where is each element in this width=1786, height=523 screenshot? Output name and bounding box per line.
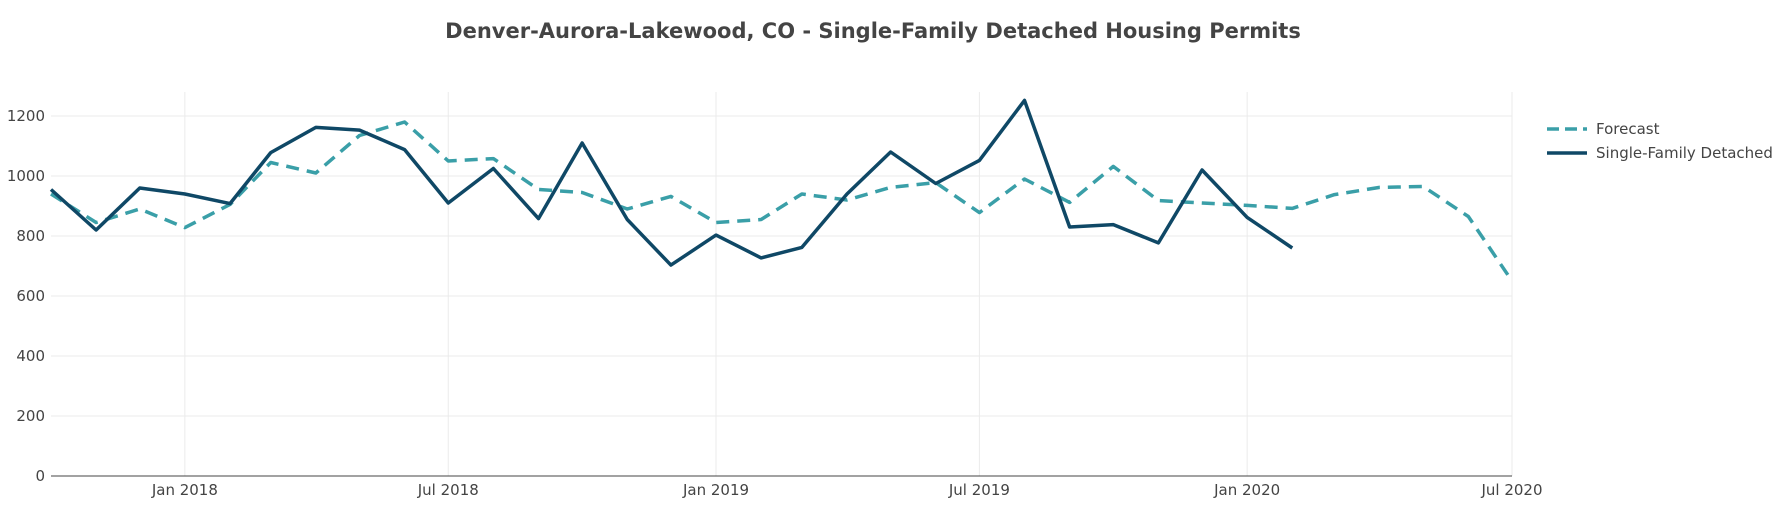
y-tick-label: 0 [35, 467, 45, 485]
series-line-single-family-detached[interactable] [49, 98, 1294, 267]
data-point[interactable] [537, 188, 540, 191]
data-point[interactable] [800, 193, 803, 196]
data-point[interactable] [889, 151, 892, 154]
series-layer [49, 98, 1514, 283]
data-point[interactable] [978, 159, 981, 162]
data-point[interactable] [537, 217, 540, 220]
data-point[interactable] [1291, 207, 1294, 210]
x-tick-label: Jul 2019 [948, 481, 1010, 499]
data-point[interactable] [269, 151, 272, 154]
data-point[interactable] [581, 142, 584, 145]
x-tick-label: Jul 2020 [1480, 481, 1542, 499]
data-point[interactable] [978, 211, 981, 214]
x-tick-label: Jan 2019 [682, 481, 749, 499]
data-point[interactable] [934, 182, 937, 185]
y-tick-label: 1000 [7, 167, 45, 185]
data-point[interactable] [314, 126, 317, 129]
y-tick-label: 800 [16, 227, 45, 245]
data-point[interactable] [1467, 215, 1470, 218]
data-point[interactable] [1023, 99, 1026, 102]
data-point[interactable] [403, 121, 406, 124]
data-point[interactable] [403, 148, 406, 151]
data-point[interactable] [626, 218, 629, 221]
x-tick-label: Jul 2018 [417, 481, 479, 499]
data-point[interactable] [845, 193, 848, 196]
data-point[interactable] [50, 193, 53, 196]
data-point[interactable] [760, 256, 763, 259]
axis-layer: 0 200 400 600 800 1000 1200 Jan 2018 Jul 2018 Jan… [7, 107, 1543, 499]
series-line-forecast[interactable] [50, 120, 1514, 282]
data-point[interactable] [1068, 226, 1071, 229]
data-point[interactable] [1112, 165, 1115, 168]
data-point[interactable] [1201, 169, 1204, 172]
data-point[interactable] [626, 208, 629, 211]
y-tick-label: 400 [16, 347, 45, 365]
data-point[interactable] [1333, 193, 1336, 196]
data-point[interactable] [447, 160, 450, 163]
data-point[interactable] [183, 226, 186, 229]
data-point[interactable] [228, 202, 231, 205]
legend-label[interactable]: Forecast [1596, 120, 1660, 138]
data-point[interactable] [50, 188, 53, 191]
data-point[interactable] [1201, 202, 1204, 205]
data-point[interactable] [1511, 280, 1514, 283]
grid-layer [51, 92, 1513, 476]
data-point[interactable] [1112, 223, 1115, 226]
chart-title: Denver-Aurora-Lakewood, CO - Single-Fami… [445, 19, 1301, 43]
data-point[interactable] [1157, 241, 1160, 244]
chart-legend[interactable]: Forecast Single-Family Detached [1547, 120, 1773, 162]
data-point[interactable] [138, 208, 141, 211]
data-point[interactable] [183, 193, 186, 196]
data-point[interactable] [800, 246, 803, 249]
data-point[interactable] [95, 221, 98, 224]
data-point[interactable] [358, 134, 361, 137]
data-point[interactable] [95, 229, 98, 232]
data-point[interactable] [845, 199, 848, 202]
data-point[interactable] [889, 186, 892, 189]
data-point[interactable] [1422, 185, 1425, 188]
data-point[interactable] [1068, 201, 1071, 204]
data-point[interactable] [581, 191, 584, 194]
data-point[interactable] [492, 157, 495, 160]
data-point[interactable] [269, 161, 272, 164]
data-point[interactable] [760, 218, 763, 221]
data-point[interactable] [1023, 178, 1026, 181]
data-point[interactable] [1291, 247, 1294, 250]
data-point[interactable] [1246, 204, 1249, 207]
legend-label[interactable]: Single-Family Detached [1596, 144, 1773, 162]
data-point[interactable] [1246, 216, 1249, 219]
data-point[interactable] [1157, 199, 1160, 202]
y-tick-label: 200 [16, 407, 45, 425]
data-point[interactable] [447, 202, 450, 205]
y-tick-label: 1200 [7, 107, 45, 125]
data-point[interactable] [669, 195, 672, 198]
data-point[interactable] [314, 172, 317, 175]
data-point[interactable] [669, 264, 672, 267]
data-point[interactable] [715, 234, 718, 237]
data-point[interactable] [715, 221, 718, 224]
data-point[interactable] [1378, 186, 1381, 189]
data-point[interactable] [138, 187, 141, 190]
data-point[interactable] [358, 129, 361, 132]
x-tick-label: Jan 2018 [151, 481, 218, 499]
x-tick-label: Jan 2020 [1213, 481, 1280, 499]
data-point[interactable] [492, 167, 495, 170]
y-tick-label: 600 [16, 287, 45, 305]
